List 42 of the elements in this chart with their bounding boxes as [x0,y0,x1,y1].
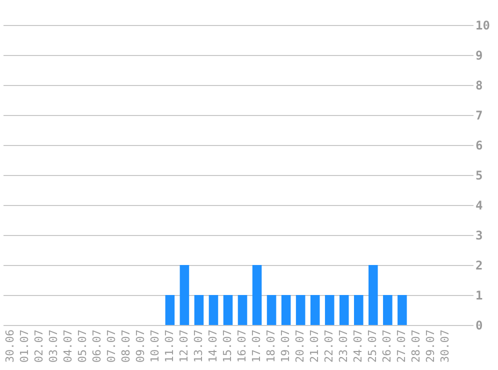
x-tick-label: 06.07 [90,330,104,363]
x-tick-label: 09.07 [134,330,147,363]
x-tick-label: 07.07 [104,330,118,363]
y-tick-label: 6 [476,138,483,152]
x-tick-label: 28.07 [410,330,423,363]
x-tick-label: 23.07 [337,330,350,363]
y-tick-label: 0 [476,318,483,332]
y-tick-label: 2 [476,258,483,272]
x-tick-label: 20.07 [294,330,307,363]
x-tick-label: 08.07 [119,330,132,363]
x-tick-label: 25.07 [366,330,380,363]
x-tick-label: 13.07 [192,330,205,363]
x-tick-label: 22.07 [322,330,336,363]
x-tick-label: 03.07 [46,330,60,363]
y-tick-label: 1 [476,288,483,302]
x-tick-label: 05.07 [76,330,89,363]
x-tick-label: 30.07 [438,330,452,363]
x-tick-label: 16.07 [236,330,249,363]
y-tick-label: 9 [476,48,483,62]
x-tick-label: 21.07 [308,330,322,363]
x-tick-label: 18.07 [264,330,278,363]
x-tick-label: 30.06 [3,330,16,363]
x-tick-label: 01.07 [18,330,31,363]
x-tick-label: 17.07 [250,330,264,363]
y-tick-label: 8 [476,78,483,92]
x-tick-label: 04.07 [61,330,74,363]
x-tick-label: 29.07 [424,330,438,363]
x-tick-label: 26.07 [380,330,394,363]
y-tick-label: 3 [476,228,483,242]
x-tick-label: 14.07 [206,330,220,363]
x-tick-label: 11.07 [162,330,176,363]
x-tick-label: 02.07 [32,330,46,363]
y-tick-label: 7 [476,108,483,122]
x-tick-label: 24.07 [352,330,365,363]
x-tick-label: 12.07 [177,330,190,363]
y-tick-label: 4 [476,198,483,212]
x-tick-label: 27.07 [395,330,408,363]
y-tick-label: 10 [476,18,490,32]
x-tick-label: 19.07 [279,330,292,363]
x-tick-label: 15.07 [221,330,234,363]
x-tick-label: 10.07 [148,330,162,363]
y-tick-label: 5 [476,168,483,182]
